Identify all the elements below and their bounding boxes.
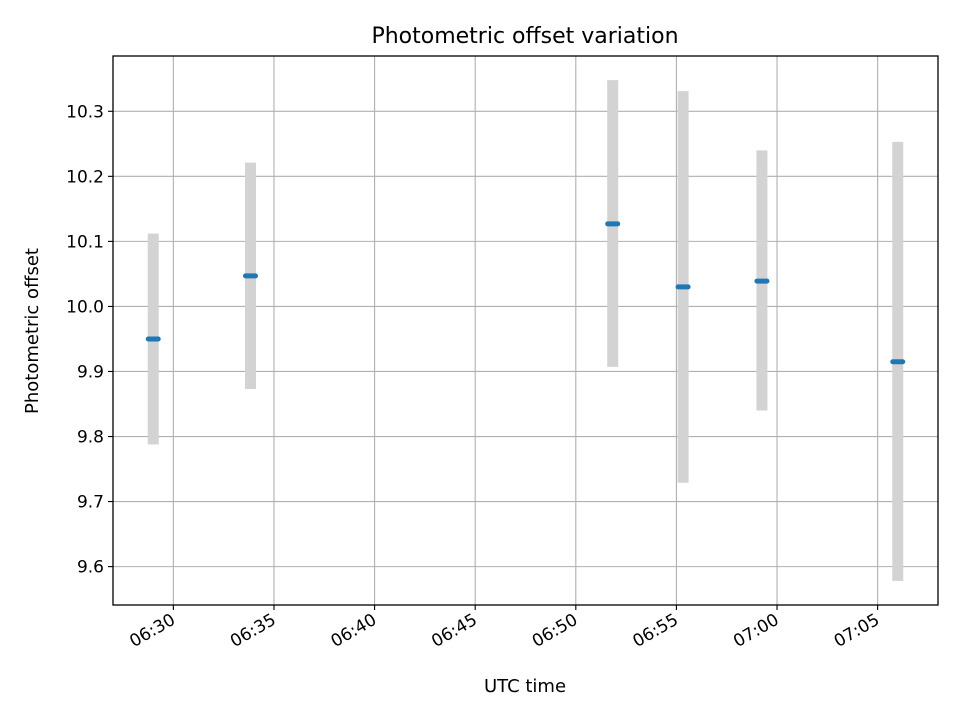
y-tick-label: 10.1: [66, 232, 104, 252]
y-axis: 9.6 9.7 9.8 9.9 10.0 10.1 10.2 10.3: [66, 102, 113, 578]
plot-frame: [112, 55, 939, 606]
x-tick-label: 06:40: [328, 610, 380, 652]
y-tick-label: 9.8: [77, 428, 104, 448]
x-axis-label: UTC time: [484, 676, 566, 697]
x-tick-label: 06:50: [529, 610, 581, 652]
y-tick-label: 10.0: [66, 297, 104, 317]
y-tick-label: 10.3: [66, 102, 104, 122]
y-tick-label: 9.6: [77, 558, 104, 578]
y-tick-label: 9.9: [77, 362, 104, 382]
x-tick-label: 06:55: [629, 610, 681, 652]
x-tick-label: 07:00: [730, 610, 782, 652]
x-tick-label: 07:05: [831, 610, 883, 652]
x-tick-label: 06:30: [126, 610, 178, 652]
y-tick-label: 9.7: [77, 493, 104, 513]
chart-title: Photometric offset variation: [371, 24, 678, 49]
data-points: [145, 221, 906, 365]
y-axis-label: Photometric offset: [22, 248, 43, 414]
x-axis: 06:30 06:35 06:40 06:45 06:50 06:55 07:00 07:05: [126, 605, 883, 652]
error-bars: [147, 80, 904, 581]
y-tick-label: 10.2: [66, 167, 104, 187]
grid: [113, 56, 938, 605]
x-tick-label: 06:45: [428, 610, 480, 652]
x-tick-label: 06:35: [227, 610, 279, 652]
